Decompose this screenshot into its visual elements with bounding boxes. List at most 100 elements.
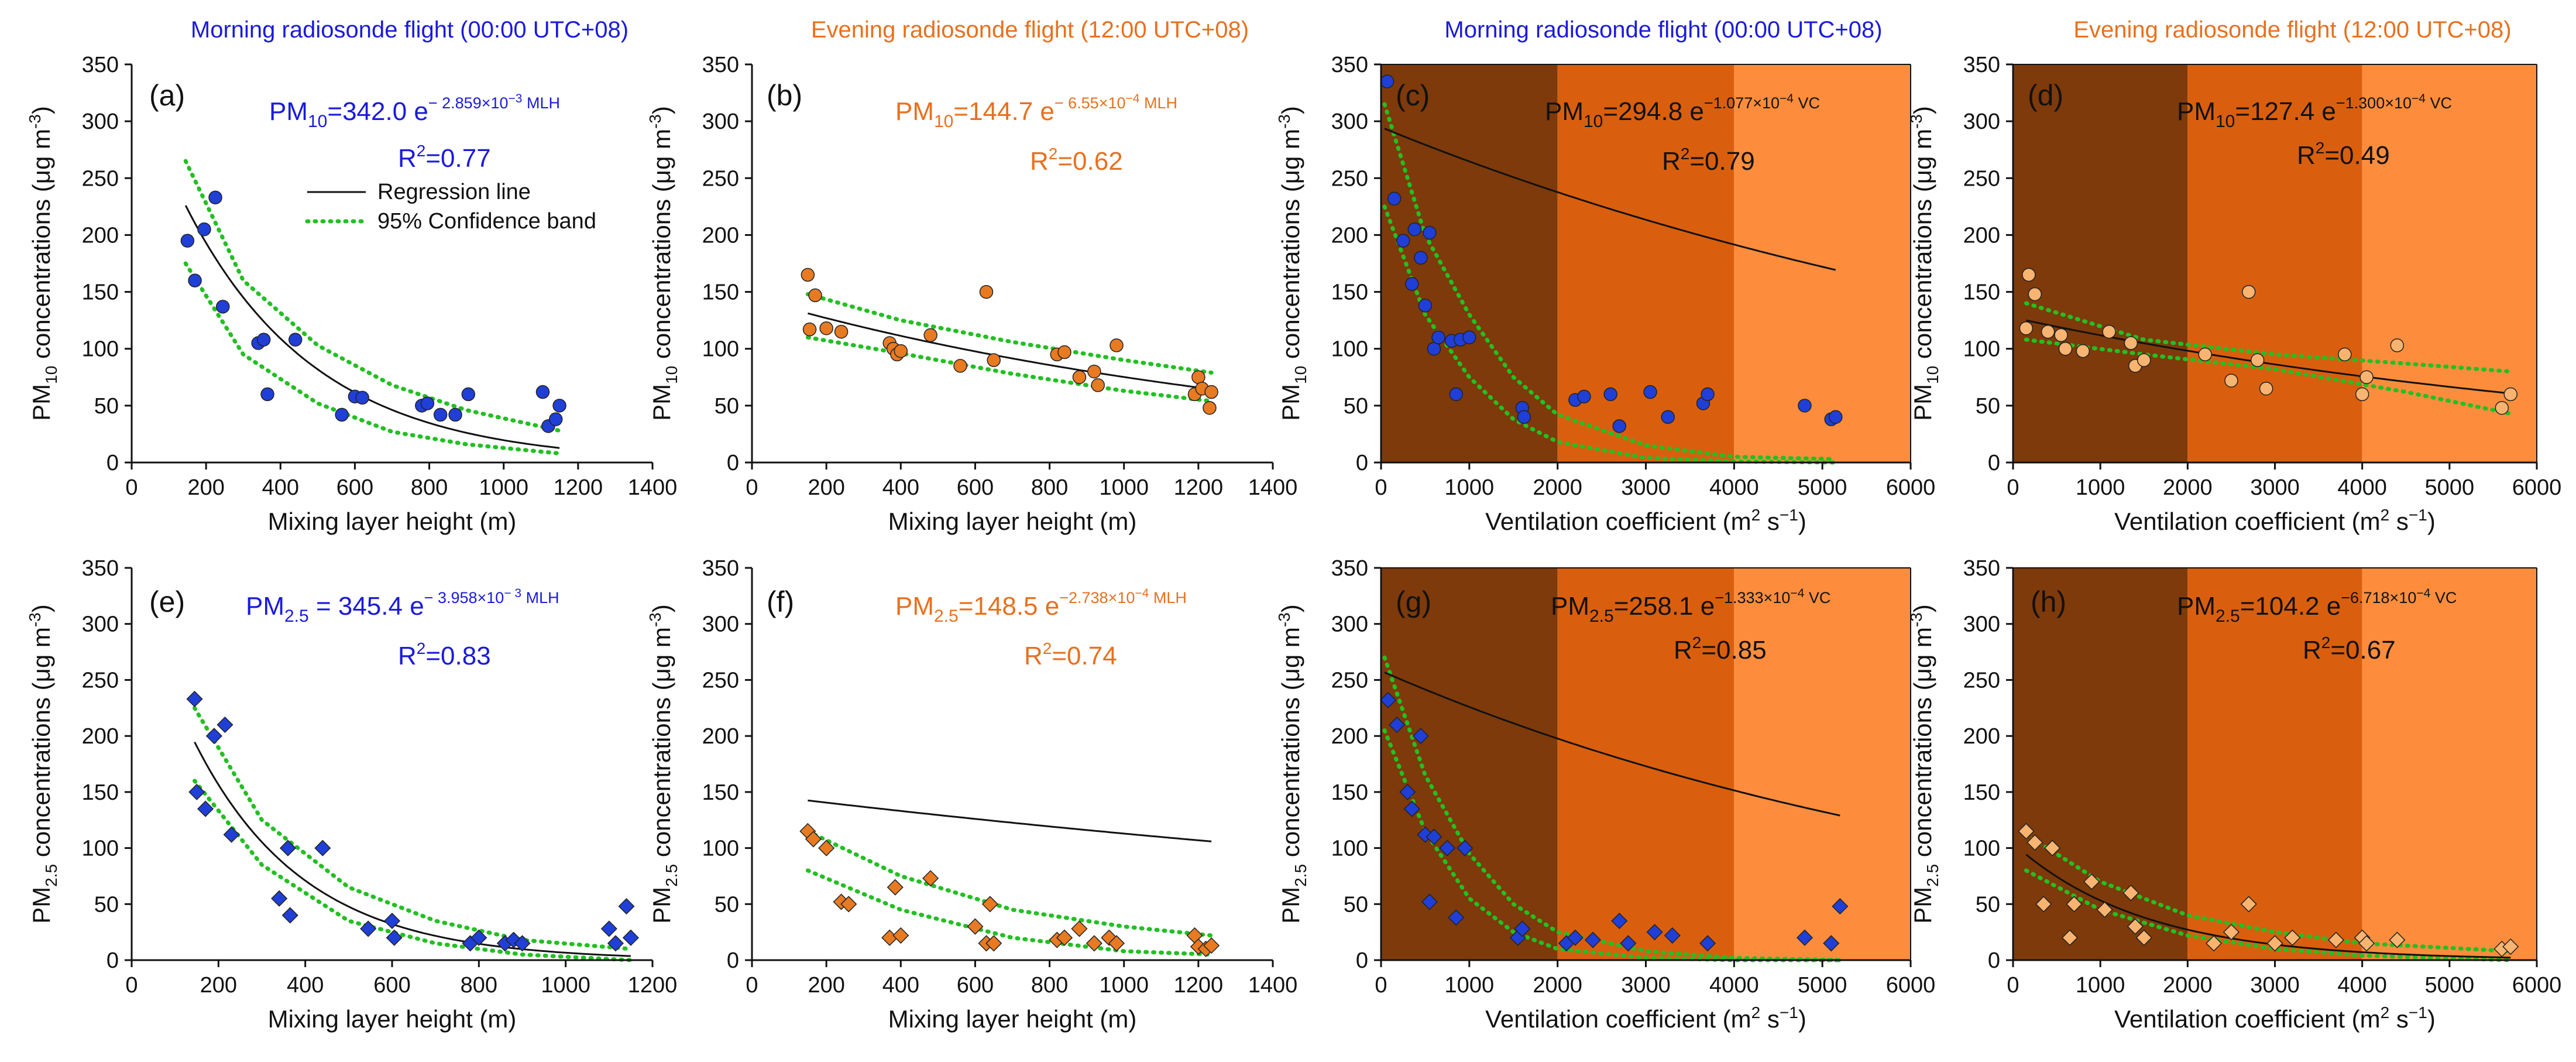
x-tick-label: 4000 xyxy=(2337,475,2387,500)
text-part: 2.5 xyxy=(1292,864,1310,887)
data-point xyxy=(1087,364,1101,379)
text-part: 4000 xyxy=(1709,973,1759,998)
text-part: =0.62 xyxy=(1057,147,1122,176)
text-part: 3000 xyxy=(2250,973,2300,998)
text-part: 10 xyxy=(1584,112,1603,131)
text-part: 150 xyxy=(1963,780,2000,805)
text-part: 150 xyxy=(1331,280,1368,305)
text-part: =0.49 xyxy=(2324,141,2389,170)
text-part: 2 xyxy=(2381,506,2390,524)
text-part: =127.4 e xyxy=(2235,97,2336,126)
data-point xyxy=(205,728,222,745)
text-part: −4 xyxy=(1780,92,1794,105)
data-point xyxy=(1517,410,1531,424)
text-part: -3 xyxy=(1907,114,1925,129)
x-tick-label: 800 xyxy=(1031,973,1068,998)
r-squared-exponent: 2 xyxy=(417,639,426,657)
text-part: 4000 xyxy=(1709,475,1759,500)
text-part: 2000 xyxy=(2163,973,2213,998)
y-tick-label: 0 xyxy=(1988,451,2000,475)
text-part: 1200 xyxy=(1174,475,1224,500)
y-tick-label: 0 xyxy=(1988,948,2000,973)
data-point xyxy=(383,912,401,930)
text-part: 350 xyxy=(702,556,739,581)
text-part: 0 xyxy=(2007,475,2019,500)
data-point xyxy=(1071,920,1088,937)
x-tick-label: 1000 xyxy=(2076,973,2125,998)
text-part: =0.74 xyxy=(1052,642,1117,670)
data-point xyxy=(2266,935,2283,952)
data-point xyxy=(2338,347,2352,362)
data-point xyxy=(314,840,331,857)
data-point xyxy=(981,896,998,913)
y-tick-label: 250 xyxy=(702,668,739,693)
data-point xyxy=(1577,389,1591,404)
text-part: −1.300×10 xyxy=(2336,94,2412,112)
text-part: 50 xyxy=(94,394,119,419)
data-point xyxy=(892,927,909,944)
confidence-band-lower xyxy=(2024,337,2513,416)
data-point xyxy=(197,222,211,237)
x-axis-label: Ventilation coefficient (m2 s−1) xyxy=(1485,506,1806,535)
text-part: −4 xyxy=(2412,92,2426,105)
data-point xyxy=(1423,225,1437,240)
data-point xyxy=(2054,328,2068,342)
x-tick-label: 5000 xyxy=(2425,475,2475,500)
data-point xyxy=(1389,716,1406,734)
text-part: 1400 xyxy=(628,475,678,500)
text-part: 1000 xyxy=(2076,973,2125,998)
confidence-band-upper xyxy=(805,829,1214,938)
data-point xyxy=(535,385,550,399)
text-part: 0 xyxy=(727,451,739,475)
x-axis-label: Mixing layer height (m) xyxy=(268,508,517,535)
y-axis-label: PM2.5 concentrations (μg m-3) xyxy=(646,604,681,924)
text-part: 3000 xyxy=(1621,475,1671,500)
data-point xyxy=(1701,387,1715,402)
r-squared: R2=0.67 xyxy=(2303,633,2396,664)
text-part: MLH xyxy=(521,589,559,607)
text-part: 200 xyxy=(702,223,739,248)
text-part: -3 xyxy=(1275,114,1293,129)
text-part: 150 xyxy=(702,280,739,305)
r-squared-exponent: 2 xyxy=(1043,639,1052,657)
text-part: 10 xyxy=(308,112,327,131)
x-tick-label: 200 xyxy=(187,475,224,500)
y-tick-label: 200 xyxy=(82,724,119,749)
data-point xyxy=(1620,935,1637,952)
text-part: PM xyxy=(2177,592,2216,621)
text-part: ) xyxy=(1798,508,1806,535)
y-tick-label: 0 xyxy=(727,451,739,475)
text-part: 0 xyxy=(727,948,739,973)
y-tick-label: 250 xyxy=(1963,668,2000,693)
data-point xyxy=(2018,823,2035,840)
x-tick-label: 1200 xyxy=(554,475,603,500)
confidence-band-lower xyxy=(805,868,1214,957)
x-tick-label: 200 xyxy=(808,475,844,500)
text-part: 300 xyxy=(82,109,119,134)
data-point xyxy=(2022,268,2036,282)
data-point xyxy=(1829,410,1843,424)
r-squared: R2=0.79 xyxy=(1662,145,1755,176)
data-point xyxy=(1414,251,1428,265)
text-part: 600 xyxy=(373,973,410,998)
data-point xyxy=(953,359,967,373)
y-tick-label: 250 xyxy=(1331,166,1368,191)
text-part: 50 xyxy=(1344,892,1368,917)
data-point xyxy=(552,399,566,413)
text-part: ) xyxy=(1798,1005,1806,1033)
data-point xyxy=(834,324,849,339)
data-point xyxy=(622,929,639,946)
data-point xyxy=(922,870,939,887)
text-part: Mixing layer height (m) xyxy=(268,1005,517,1033)
data-point xyxy=(1584,931,1602,948)
data-point xyxy=(2066,896,2083,913)
data-point xyxy=(2358,935,2375,952)
text-part: 10 xyxy=(1924,366,1942,384)
text-part: 200 xyxy=(82,724,119,749)
text-part: s xyxy=(1760,1005,1780,1033)
data-point xyxy=(1646,924,1663,941)
text-part: s xyxy=(2389,508,2409,535)
panel-header: Morning radiosonde flight (00:00 UTC+08) xyxy=(191,17,628,43)
text-part: =0.83 xyxy=(425,642,490,670)
